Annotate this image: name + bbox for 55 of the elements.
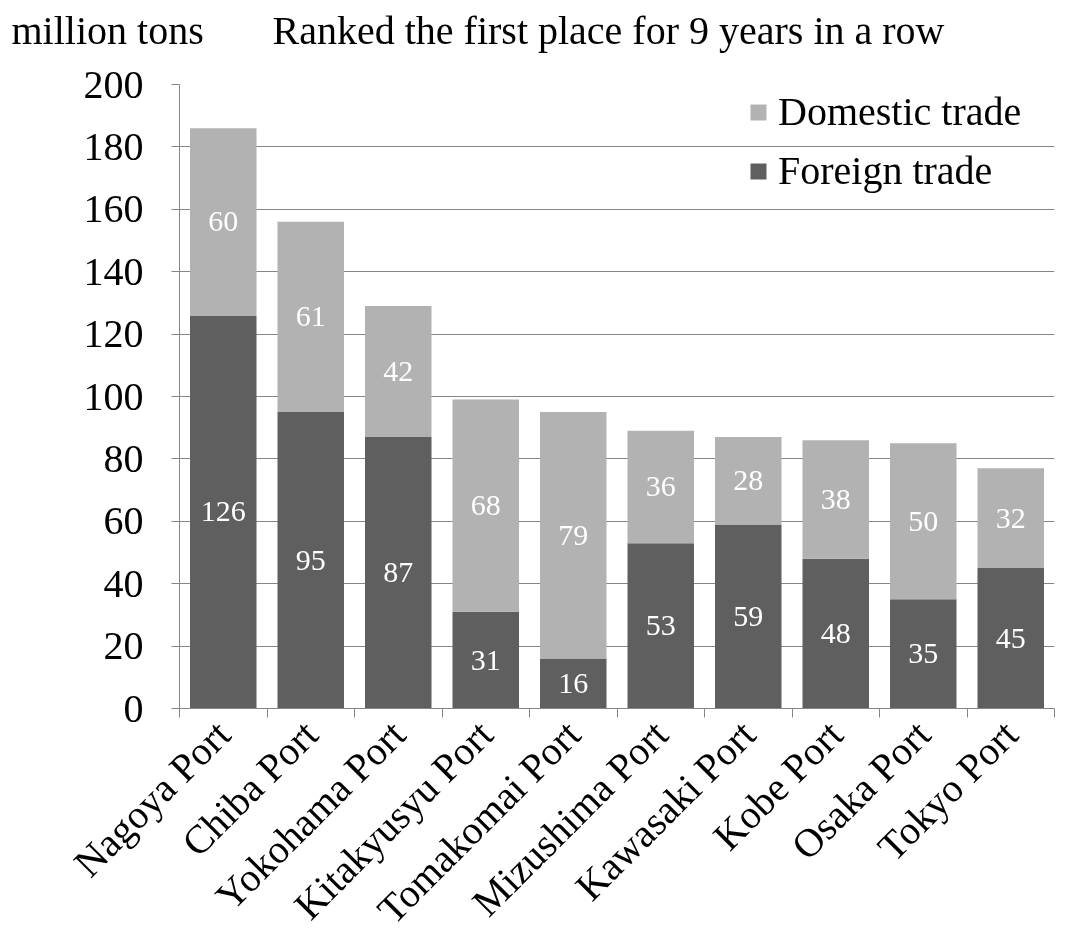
bar: [277, 221, 344, 413]
y-tick-label: 80: [103, 435, 144, 481]
y-tick-label: 180: [83, 123, 144, 169]
bar: [540, 412, 607, 659]
y-tick-label: 200: [83, 61, 144, 107]
legend-label: Foreign trade: [778, 147, 994, 194]
data-label: 36: [645, 469, 676, 503]
bar: [715, 437, 782, 525]
y-tick-label: 20: [103, 623, 144, 669]
bar: [627, 430, 694, 544]
data-label: 31: [470, 642, 501, 676]
bar: [977, 568, 1044, 709]
bar: [452, 611, 519, 709]
bar: [190, 128, 257, 316]
y-tick-label: 0: [123, 685, 144, 731]
data-label: 45: [995, 620, 1026, 654]
data-label: 38: [820, 481, 851, 515]
y-axis-title: million tons: [11, 8, 204, 53]
bar: [890, 443, 957, 600]
bar: [365, 437, 432, 709]
bar: [715, 524, 782, 709]
bar: [802, 440, 869, 559]
y-tick-label: 140: [83, 248, 144, 294]
data-label: 87: [383, 555, 414, 589]
data-label: 53: [645, 608, 676, 642]
data-label: 95: [295, 542, 326, 576]
chart-title: Ranked the first place for 9 years in a row: [272, 8, 945, 53]
bar: [802, 558, 869, 709]
data-label: 32: [995, 500, 1026, 534]
data-label: 28: [733, 463, 764, 497]
data-label: 60: [208, 204, 239, 238]
bar: [890, 599, 957, 709]
data-label: 59: [733, 598, 764, 632]
bar: [540, 658, 607, 709]
bar: [277, 412, 344, 709]
legend-label: Domestic trade: [778, 88, 1023, 135]
y-tick-label: 100: [83, 373, 144, 419]
bar: [452, 399, 519, 612]
data-label: 48: [820, 616, 851, 650]
y-tick-label: 60: [103, 498, 144, 544]
data-label: 126: [200, 494, 246, 528]
data-label: 68: [470, 488, 501, 522]
data-label: 42: [383, 354, 414, 388]
bar: [190, 315, 257, 709]
data-label: 16: [558, 666, 589, 700]
bar: [627, 543, 694, 709]
bar: [365, 306, 432, 438]
data-label: 79: [558, 517, 589, 551]
bar: [977, 468, 1044, 569]
data-label: 61: [295, 299, 326, 333]
y-tick-label: 120: [83, 311, 144, 357]
y-tick-label: 40: [103, 560, 144, 606]
data-label: 50: [908, 503, 939, 537]
data-label: 35: [908, 636, 939, 670]
y-tick-label: 160: [83, 186, 144, 232]
